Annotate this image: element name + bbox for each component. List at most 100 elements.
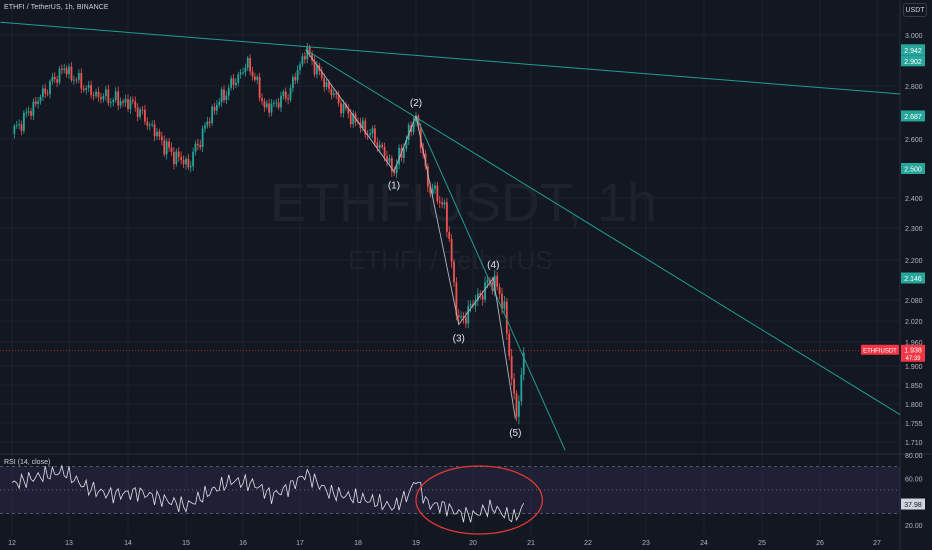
candle	[27, 106, 30, 116]
candle-body	[37, 101, 40, 104]
candle	[345, 101, 347, 111]
candle-body	[287, 98, 290, 100]
price-tick-label: 2.800	[905, 84, 923, 91]
candle-body	[65, 68, 68, 75]
candle-body	[284, 91, 287, 99]
candle-body	[56, 79, 59, 83]
candle-body	[412, 121, 415, 133]
date-tick-label: 12	[8, 540, 16, 547]
candle	[117, 86, 120, 111]
candle	[376, 137, 379, 152]
candle	[261, 93, 263, 105]
candle-body	[347, 108, 350, 114]
currency-button[interactable]: USDT	[903, 3, 927, 17]
candle	[239, 69, 242, 79]
candle	[244, 63, 247, 77]
candle	[85, 85, 88, 95]
candle	[32, 98, 35, 121]
symbol-badge	[861, 344, 899, 355]
price-label-text: 2.902	[904, 59, 922, 66]
candle-body	[270, 103, 273, 113]
candle	[498, 283, 501, 300]
candle-body	[27, 111, 30, 113]
candle-body	[303, 56, 306, 60]
candle-body	[352, 113, 355, 125]
candle	[253, 72, 256, 83]
candle-body	[376, 142, 379, 148]
candle-body	[469, 304, 472, 307]
candle-body	[15, 124, 18, 126]
candle-body	[332, 93, 335, 96]
candle-body	[277, 102, 280, 108]
candle	[175, 148, 178, 167]
candle	[100, 92, 102, 104]
candle-body	[129, 99, 132, 110]
candle	[124, 94, 127, 108]
candle	[114, 87, 117, 103]
candle-body	[508, 333, 511, 357]
candle-body	[44, 88, 47, 94]
candle	[185, 156, 187, 170]
date-tick-label: 19	[412, 540, 420, 547]
candle-body	[215, 104, 218, 111]
current-price-text: 1.938	[904, 347, 922, 354]
candle-body	[345, 103, 347, 109]
candle	[296, 65, 299, 84]
candle	[156, 127, 158, 140]
candle	[275, 98, 278, 108]
candle	[289, 84, 292, 103]
candle-body	[63, 68, 66, 70]
candle	[467, 300, 470, 329]
candle-body	[244, 67, 247, 73]
candle	[119, 97, 122, 109]
candle-body	[141, 109, 144, 111]
candle-body	[107, 89, 110, 104]
candle	[426, 163, 429, 193]
candle-body	[443, 202, 446, 205]
candle	[15, 120, 18, 129]
candle-body	[182, 160, 185, 165]
candle	[316, 61, 318, 79]
candle-body	[18, 124, 21, 125]
candle	[518, 395, 520, 425]
candle-body	[253, 76, 256, 80]
candle	[270, 99, 273, 117]
candle-body	[165, 141, 168, 155]
candle-body	[82, 88, 85, 90]
candle-body	[325, 82, 328, 87]
candle	[163, 135, 166, 157]
price-label-text: 2.687	[904, 114, 922, 121]
candle	[201, 125, 204, 152]
candle-body	[246, 58, 249, 68]
candle-body	[484, 282, 486, 300]
price-tick-label: 2.200	[905, 258, 923, 265]
candle	[282, 89, 285, 100]
candle-body	[196, 143, 199, 146]
candle-body	[498, 287, 501, 294]
candle-body	[261, 97, 263, 102]
candle-body	[173, 152, 175, 165]
candle-body	[146, 121, 149, 126]
candle	[242, 67, 244, 75]
candle-body	[388, 158, 391, 162]
candle	[330, 84, 333, 100]
candle-body	[225, 95, 228, 100]
price-label: 2.687	[901, 110, 925, 122]
candle-body	[32, 101, 35, 116]
candle	[515, 390, 518, 422]
candle	[415, 111, 417, 127]
trendline	[305, 49, 901, 415]
candle	[448, 226, 451, 242]
candle	[460, 311, 463, 321]
price-tick-label: 1.755	[905, 421, 923, 428]
candle-body	[41, 88, 44, 97]
candle-body	[383, 147, 386, 157]
candle-body	[22, 112, 25, 131]
candle	[49, 79, 51, 99]
candle-body	[158, 131, 161, 137]
current-price-badge: ETHFIUSDT 1.938 47:39	[861, 344, 925, 362]
candle	[95, 88, 97, 99]
candle-body	[92, 95, 95, 97]
candle-body	[275, 102, 278, 104]
